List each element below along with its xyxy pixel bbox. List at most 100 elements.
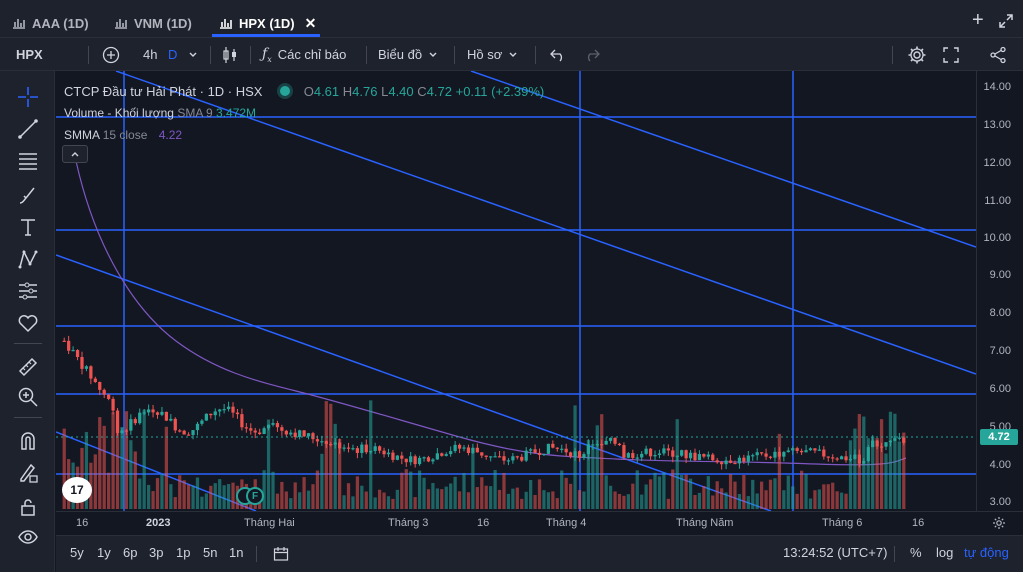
legend-title[interactable]: CTCP Đầu tư Hải Phát · 1D · HSX xyxy=(64,84,263,99)
volume-bar xyxy=(289,498,293,509)
volume-bar xyxy=(329,403,333,509)
log-toggle[interactable]: log xyxy=(936,545,954,560)
percent-toggle[interactable]: % xyxy=(910,545,922,560)
candle-body xyxy=(773,451,777,458)
legend-collapse-button[interactable] xyxy=(62,145,88,163)
compare-button[interactable] xyxy=(102,38,120,71)
profile-dropdown[interactable]: Hồ sơ xyxy=(467,38,518,71)
open-label: O xyxy=(303,84,314,99)
divider xyxy=(14,343,42,344)
volume-bar xyxy=(186,484,191,509)
favorites-tool[interactable] xyxy=(16,311,40,335)
smma-param: 15 close xyxy=(102,128,148,142)
interval-d-button[interactable]: D xyxy=(168,38,177,71)
range-5d-button[interactable]: 5n xyxy=(203,545,218,560)
chart-pane[interactable]: CTCP Đầu tư Hải Phát · 1D · HSX O4.61 H4… xyxy=(56,71,976,511)
tab-aaa[interactable]: AAA (1D) xyxy=(12,10,89,36)
chart-type-button[interactable] xyxy=(222,38,238,71)
hide-drawings-tool[interactable] xyxy=(16,525,40,549)
price-tick: 6.00 xyxy=(989,383,1011,395)
candle-body xyxy=(755,452,759,456)
auto-scale-toggle[interactable]: tự động xyxy=(964,545,1009,560)
text-tool[interactable] xyxy=(16,215,40,239)
close-icon[interactable]: ✕ xyxy=(304,14,317,31)
interval-4h-button[interactable]: 4h xyxy=(143,38,157,71)
candle-body xyxy=(702,454,706,457)
volume-bar xyxy=(391,498,395,509)
tradingview-logo[interactable]: 17 xyxy=(62,477,92,503)
forecast-icon xyxy=(19,282,37,300)
volume-bar xyxy=(826,484,830,509)
candle-body xyxy=(795,448,799,451)
volume-bar xyxy=(360,485,364,509)
lock-drawing-tool[interactable] xyxy=(16,461,40,485)
plus-icon[interactable]: + xyxy=(972,9,984,31)
time-axis[interactable]: 16 2023 Tháng Hai Tháng 3 16 Tháng 4 Thá… xyxy=(56,511,1023,535)
interval-dropdown[interactable] xyxy=(188,38,198,71)
drawing-toolbar xyxy=(0,71,55,572)
symbol-search[interactable]: HPX xyxy=(16,38,43,71)
trendline-tool[interactable] xyxy=(16,117,40,141)
candle-body xyxy=(435,453,439,460)
fullscreen-button[interactable] xyxy=(943,38,959,71)
zoom-tool[interactable] xyxy=(16,385,40,409)
volume-bar xyxy=(879,419,884,509)
volume-bar xyxy=(733,481,737,509)
volume-bar xyxy=(511,488,515,509)
volume-bar xyxy=(133,451,137,509)
tab-vnm[interactable]: VNM (1D) xyxy=(114,10,192,36)
lock-all-tool[interactable] xyxy=(16,495,40,519)
divider xyxy=(535,46,536,64)
range-6m-button[interactable]: 6p xyxy=(123,545,138,560)
candle-body xyxy=(822,449,826,457)
candle-body xyxy=(280,427,284,431)
share-button[interactable] xyxy=(989,38,1007,71)
candle-body xyxy=(697,454,702,461)
indicators-button[interactable]: ƒx Các chỉ báo xyxy=(262,38,346,71)
volume-bar xyxy=(129,440,133,509)
forecast-tool[interactable] xyxy=(16,279,40,303)
measure-tool[interactable] xyxy=(16,355,40,379)
volume-bar xyxy=(608,485,613,509)
redo-button[interactable] xyxy=(584,38,600,71)
volume-bar xyxy=(644,484,648,509)
price-chart[interactable] xyxy=(56,71,976,511)
chevron-down-icon xyxy=(429,52,437,57)
candle-body xyxy=(258,432,262,435)
candle-body xyxy=(706,454,710,457)
volume-bar xyxy=(622,495,626,509)
legend-volume-row[interactable]: Volume - Khối lượng SMA 9 3.472M xyxy=(64,103,544,123)
range-1m-button[interactable]: 1p xyxy=(176,545,191,560)
expand-icon[interactable] xyxy=(999,14,1013,28)
range-5y-button[interactable]: 5y xyxy=(70,545,84,560)
tab-hpx[interactable]: HPX (1D) ✕ xyxy=(219,10,316,36)
crosshair-tool[interactable] xyxy=(16,85,40,109)
brush-tool[interactable] xyxy=(16,183,40,207)
settings-small-icon[interactable] xyxy=(992,516,1006,530)
volume-bar xyxy=(764,490,768,509)
candle-body xyxy=(306,433,311,437)
clock-display[interactable]: 13:24:52 (UTC+7) xyxy=(783,545,888,560)
legend-smma-row[interactable]: SMMA 15 close 4.22 xyxy=(64,123,544,147)
candle-body xyxy=(613,438,617,444)
pattern-tool[interactable] xyxy=(16,247,40,271)
chart-layout-dropdown[interactable]: Biểu đồ xyxy=(378,38,438,71)
candle-body xyxy=(573,451,577,457)
range-1y-button[interactable]: 1y xyxy=(97,545,111,560)
price-tick: 14.00 xyxy=(983,81,1011,93)
candle-body xyxy=(653,454,657,457)
event-marker-f[interactable]: F xyxy=(246,487,264,505)
candle-body xyxy=(715,460,719,463)
settings-button[interactable] xyxy=(907,38,927,71)
divider xyxy=(892,46,893,64)
range-3m-button[interactable]: 3p xyxy=(149,545,164,560)
price-axis[interactable]: 14.00 13.00 12.00 11.00 10.00 9.00 8.00 … xyxy=(976,71,1023,511)
candle-body xyxy=(124,430,129,432)
calendar-range-icon[interactable] xyxy=(273,546,289,562)
range-1d-button[interactable]: 1n xyxy=(229,545,244,560)
undo-button[interactable] xyxy=(550,38,566,71)
magnet-tool[interactable] xyxy=(16,429,40,453)
candle-body xyxy=(160,411,164,415)
active-tab-indicator xyxy=(212,34,320,37)
fib-tool[interactable] xyxy=(16,149,40,173)
